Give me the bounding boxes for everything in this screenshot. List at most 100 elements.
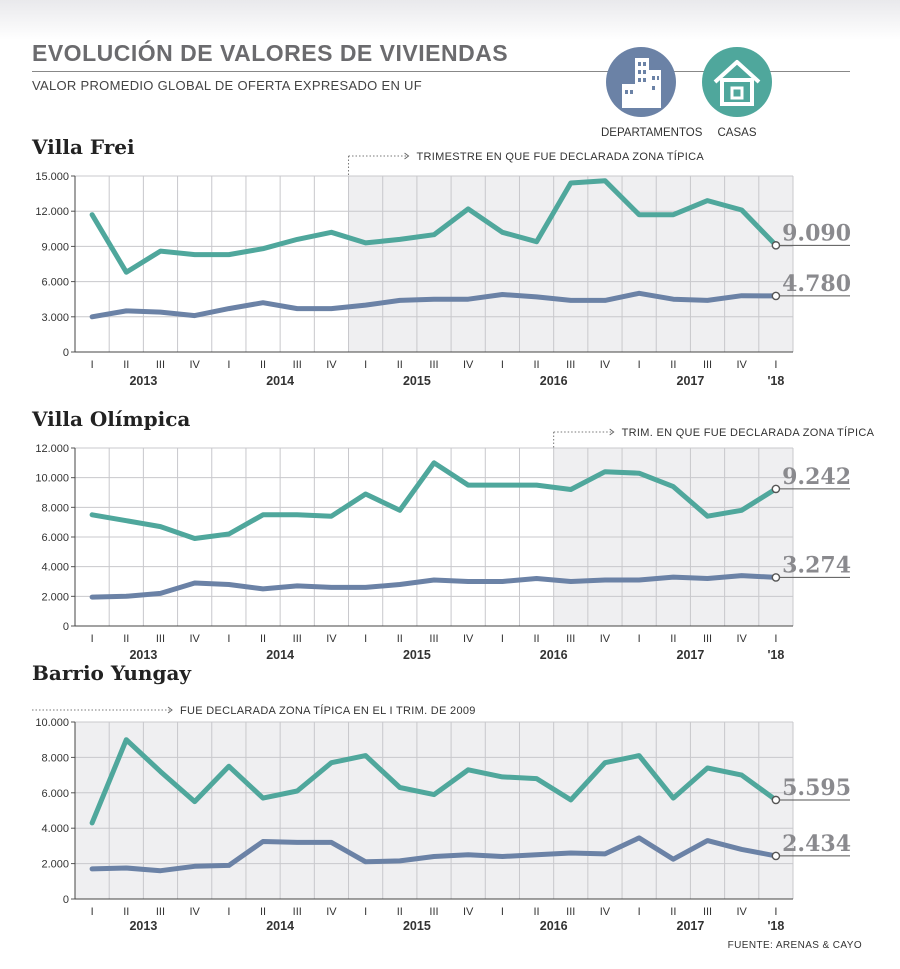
x-tick-label: IV	[600, 633, 611, 645]
y-tick-label: 4.000	[41, 823, 69, 835]
chart-title: Villa Olímpica	[31, 407, 190, 431]
x-tick-label: II	[670, 359, 676, 371]
x-tick-label: III	[566, 633, 575, 645]
y-tick-label: 3.000	[41, 312, 69, 324]
series-line-casas	[89, 737, 779, 826]
y-tick-label: 8.000	[41, 752, 69, 764]
x-tick-label: IV	[737, 906, 748, 918]
x-tick-label: II	[123, 359, 129, 371]
x-tick-label: I	[638, 359, 641, 371]
x-tick-label: I	[91, 359, 94, 371]
x-tick-label: III	[429, 906, 438, 918]
x-tick-label: II	[397, 633, 403, 645]
y-tick-label: 10.000	[35, 717, 69, 729]
year-label: 2013	[129, 648, 157, 662]
x-tick-label: III	[566, 906, 575, 918]
legend-casas-label: CASAS	[717, 127, 757, 139]
chart-barrio-yungay: Barrio Yungay FUE DECLARADA ZONA TÍPICA E…	[32, 661, 851, 930]
x-tick-label: I	[364, 633, 367, 645]
year-label: 2016	[540, 919, 568, 930]
series-line-departamentos	[89, 573, 779, 600]
top-shade	[0, 0, 900, 40]
x-tick-label: III	[156, 906, 165, 918]
series-line-departamentos	[89, 290, 779, 320]
chart-villa-frei: Villa Frei TRIMESTRE EN QUE FUE DECLARADA…	[31, 135, 851, 388]
end-value-casas: 5.595	[782, 775, 851, 801]
year-label: 2015	[403, 648, 431, 662]
highlight-note: TRIM. EN QUE FUE DECLARADA ZONA TÍPICA	[622, 426, 875, 439]
x-tick-label: IV	[600, 359, 611, 371]
y-tick-label: 8.000	[41, 502, 69, 514]
year-label: '18	[767, 919, 784, 930]
x-tick-label: II	[670, 633, 676, 645]
x-tick-label: II	[260, 906, 266, 918]
y-tick-label: 2.000	[41, 859, 69, 871]
x-tick-label: II	[260, 359, 266, 371]
page-title: EVOLUCIÓN DE VALORES DE VIVIENDAS	[32, 40, 509, 66]
source-note: FUENTE: ARENAS & CAYO	[727, 940, 862, 951]
x-tick-label: III	[156, 633, 165, 645]
y-tick-label: 0	[63, 347, 69, 359]
year-label: 2014	[266, 919, 294, 930]
y-tick-label: 6.000	[41, 532, 69, 544]
x-tick-label: I	[774, 906, 777, 918]
year-label: 2013	[129, 919, 157, 930]
x-tick-label: IV	[326, 633, 337, 645]
highlight-note: TRIMESTRE EN QUE FUE DECLARADA ZONA TÍPI…	[417, 150, 705, 163]
end-value-departamentos: 3.274	[782, 552, 851, 578]
x-tick-label: IV	[737, 359, 748, 371]
end-point-departamentos	[771, 851, 781, 861]
x-tick-label: I	[774, 359, 777, 371]
y-tick-label: 12.000	[35, 206, 69, 218]
y-tick-label: 10.000	[35, 473, 69, 485]
x-tick-label: IV	[189, 633, 200, 645]
y-tick-label: 6.000	[41, 788, 69, 800]
end-point-casas	[771, 484, 781, 494]
y-tick-label: 0	[63, 621, 69, 633]
highlight-note: FUE DECLARADA ZONA TÍPICA EN EL I TRIM. …	[180, 704, 476, 717]
x-tick-label: IV	[463, 633, 474, 645]
legend-departamentos: DEPARTAMENTOS	[601, 46, 703, 139]
x-tick-label: III	[293, 906, 302, 918]
y-tick-label: 6.000	[41, 277, 69, 289]
x-tick-label: II	[670, 906, 676, 918]
end-point-departamentos	[771, 291, 781, 301]
x-tick-label: IV	[737, 633, 748, 645]
x-tick-label: I	[364, 906, 367, 918]
x-tick-label: II	[260, 633, 266, 645]
page-subtitle: VALOR PROMEDIO GLOBAL DE OFERTA EXPRESAD…	[32, 78, 422, 93]
legend-departamentos-label: DEPARTAMENTOS	[601, 127, 703, 139]
house-icon	[702, 47, 772, 117]
chart-title: Barrio Yungay	[32, 661, 192, 685]
note-arrow-head	[167, 706, 173, 714]
x-tick-label: II	[534, 359, 540, 371]
year-label: 2013	[129, 374, 157, 388]
end-value-departamentos: 4.780	[782, 271, 851, 297]
x-tick-label: III	[156, 359, 165, 371]
end-value-casas: 9.242	[782, 464, 851, 490]
year-label: '18	[767, 648, 784, 662]
x-tick-label: IV	[189, 906, 200, 918]
year-label: 2016	[540, 648, 568, 662]
x-tick-label: II	[534, 633, 540, 645]
note-arrow-head	[404, 152, 410, 160]
x-tick-label: I	[364, 359, 367, 371]
y-tick-label: 2.000	[41, 591, 69, 603]
x-tick-label: III	[293, 359, 302, 371]
year-label: '18	[767, 374, 784, 388]
year-label: 2017	[677, 919, 705, 930]
x-tick-label: IV	[189, 359, 200, 371]
end-point-casas	[771, 795, 781, 805]
x-tick-label: III	[703, 359, 712, 371]
year-label: 2017	[677, 374, 705, 388]
x-tick-label: II	[123, 633, 129, 645]
x-tick-label: IV	[463, 906, 474, 918]
year-label: 2014	[266, 648, 294, 662]
x-tick-label: III	[293, 633, 302, 645]
x-tick-label: IV	[326, 359, 337, 371]
x-tick-label: I	[227, 906, 230, 918]
x-tick-label: I	[638, 633, 641, 645]
note-arrow-head	[609, 428, 615, 436]
y-tick-label: 12.000	[35, 443, 69, 455]
y-tick-label: 15.000	[35, 171, 69, 183]
